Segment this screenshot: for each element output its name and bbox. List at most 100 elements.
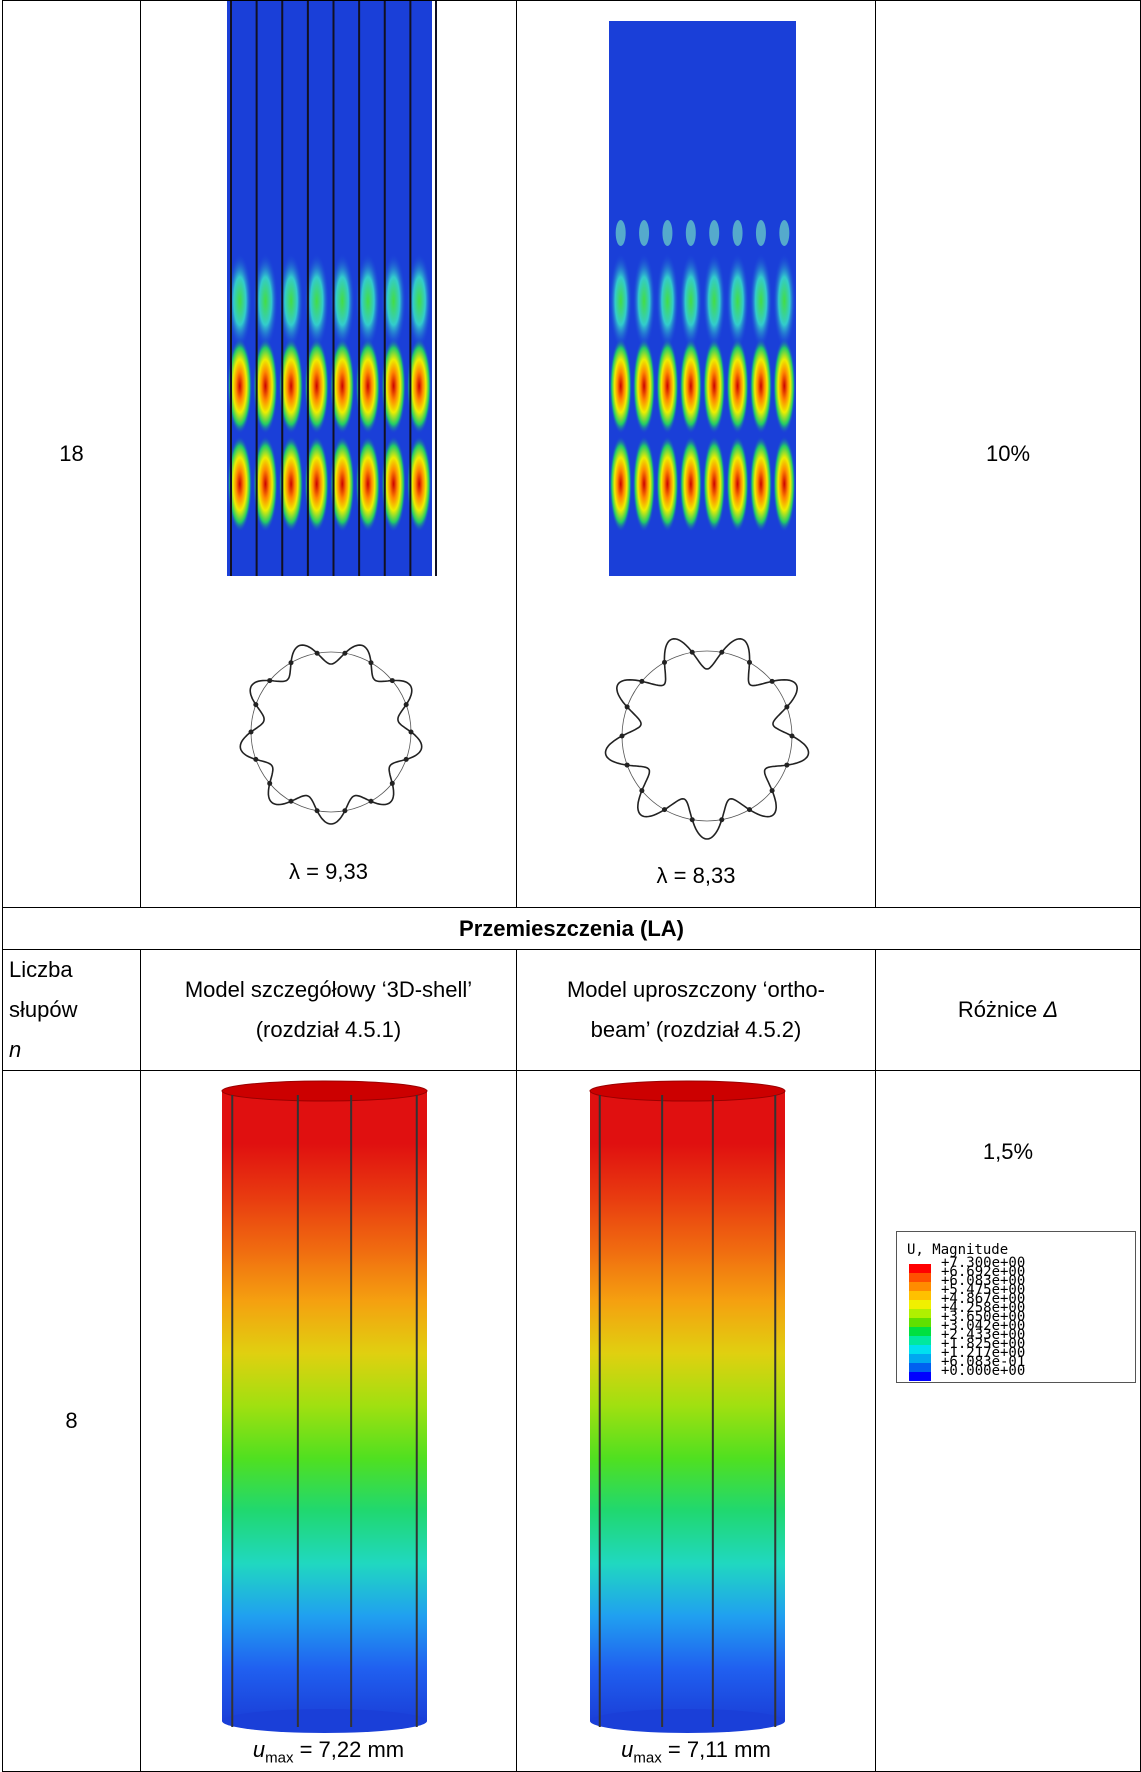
mode-spot — [639, 220, 650, 246]
node — [288, 660, 294, 666]
node — [408, 729, 414, 735]
node — [689, 649, 695, 655]
mode-spot — [702, 436, 726, 532]
cylinder-top — [221, 1080, 428, 1102]
mode-spot — [355, 338, 381, 434]
mode-spot — [679, 338, 703, 434]
node — [784, 762, 790, 768]
mode-spot — [755, 220, 766, 246]
legend-swatch — [909, 1363, 931, 1372]
legend-label: +2.433e+00 — [941, 1327, 1026, 1343]
node — [689, 817, 695, 823]
header-beam: Model uproszczony ‘ortho-beam’ (rozdział… — [516, 949, 876, 1071]
cylinder-base — [222, 1709, 427, 1733]
legend-swatch — [909, 1273, 931, 1282]
mode-spot — [330, 338, 355, 434]
node — [719, 649, 725, 655]
mode-spot — [709, 220, 720, 246]
header-difference: Różnice Δ — [875, 949, 1141, 1071]
mode-spot — [304, 253, 329, 349]
shell-buckling-figure — [227, 1, 437, 825]
count-symbol: n — [9, 1037, 22, 1062]
mode-spot — [227, 338, 253, 434]
mode-spot — [330, 436, 355, 532]
cylinder-top — [589, 1080, 786, 1102]
node — [253, 756, 259, 762]
shell-displacement-figure — [221, 1080, 428, 1733]
mode-spot — [726, 436, 749, 532]
shell-umax: umax = 7,22 mm — [141, 1737, 516, 1766]
legend-swatch — [909, 1327, 931, 1336]
legend: U, Magnitude +7.300e+00 +6.692e+00 +6.083e… — [896, 1231, 1136, 1383]
n-value: 8 — [65, 1408, 78, 1433]
mode-spot — [615, 220, 626, 246]
mode-spot — [679, 436, 703, 532]
buckling-shape — [604, 637, 810, 840]
cell-n: 18 — [2, 0, 141, 908]
mode-spot — [656, 436, 679, 532]
mode-spot — [253, 253, 278, 349]
row-section: Przemieszczenia (LA) — [2, 907, 1141, 950]
node — [719, 817, 725, 823]
header-count: Liczba słupów n — [2, 949, 141, 1071]
mode-spot — [381, 436, 406, 532]
node — [288, 798, 294, 804]
legend-label: +5.475e+00 — [941, 1282, 1026, 1298]
node — [314, 808, 320, 814]
subscript: max — [633, 1749, 662, 1767]
cell-difference: 1,5% U, Magnitude +7.300e+00 +6.692e+00 +6… — [875, 1070, 1141, 1772]
node — [619, 733, 625, 739]
mode-spot — [732, 220, 743, 246]
mode-spot — [632, 436, 656, 532]
mode-spot — [227, 253, 253, 349]
mode-spot — [702, 338, 726, 434]
symbol: u — [621, 1737, 634, 1762]
node — [389, 780, 395, 786]
mode-spot — [656, 338, 679, 434]
node — [747, 807, 752, 813]
node — [368, 660, 374, 666]
cell-beam: λ = 8,33 — [516, 0, 876, 908]
legend-title: U, Magnitude — [907, 1242, 1009, 1258]
node — [789, 733, 795, 739]
mode-spot — [406, 436, 432, 532]
mode-spot — [749, 253, 773, 349]
mode-spot — [679, 253, 703, 349]
cell-beam: umax = 7,11 mm — [516, 1070, 876, 1772]
legend-swatch — [909, 1336, 931, 1345]
mode-spot — [227, 436, 253, 532]
legend-label: +6.083e+00 — [941, 1273, 1026, 1289]
beam-model: Model uproszczony ‘ortho-beam’ (rozdział… — [566, 977, 825, 1042]
row-buckling: 18 λ = 9,33 λ = 8,33 10% — [2, 0, 1141, 908]
node — [267, 678, 273, 684]
beam-displacement-figure — [589, 1080, 786, 1733]
node — [248, 729, 254, 735]
node — [267, 780, 273, 786]
mode-spot — [330, 253, 355, 349]
mode-spot — [304, 338, 329, 434]
legend-label: +3.650e+00 — [941, 1309, 1026, 1325]
mode-spot — [632, 338, 656, 434]
mode-spot — [726, 253, 749, 349]
difference-value: 1,5% — [982, 1139, 1034, 1164]
node — [769, 678, 775, 684]
node — [639, 678, 645, 684]
cell-shell: umax = 7,22 mm — [140, 1070, 517, 1772]
beam-buckling-figure — [604, 21, 810, 840]
mode-spot — [773, 436, 796, 532]
mode-spot — [749, 338, 773, 434]
legend-label: +4.258e+00 — [941, 1300, 1026, 1316]
buckling-shape — [239, 644, 423, 825]
difference-label: Różnice — [957, 997, 1038, 1022]
legend-swatch — [909, 1300, 931, 1309]
mode-spot — [656, 253, 679, 349]
difference-value: 10% — [985, 441, 1031, 466]
legend-swatch — [909, 1291, 931, 1300]
cell-difference: 10% — [875, 0, 1141, 908]
mode-spot — [381, 253, 406, 349]
beam-caption: λ = 8,33 — [656, 863, 736, 888]
mode-spot — [381, 338, 406, 434]
reference-circle — [250, 651, 412, 813]
